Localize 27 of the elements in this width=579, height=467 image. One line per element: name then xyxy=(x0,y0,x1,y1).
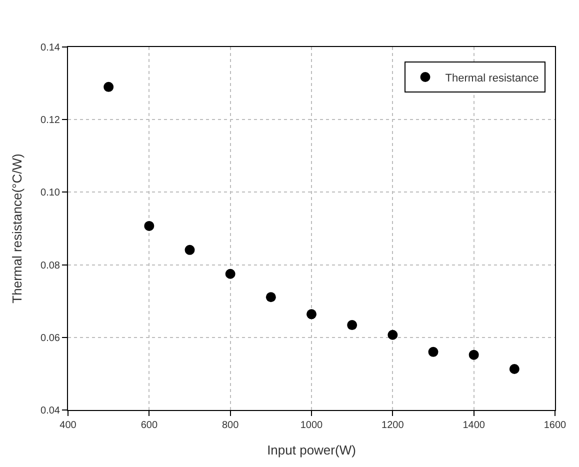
y-tick-label: 0.10 xyxy=(40,188,60,199)
point xyxy=(144,220,154,231)
point xyxy=(347,320,358,330)
point xyxy=(468,350,479,360)
point xyxy=(509,364,520,374)
y-axis-title: Thermal resistance(°C/W) xyxy=(9,154,24,304)
x-tick-label: 400 xyxy=(60,420,77,431)
y-tick-label: 0.08 xyxy=(40,260,60,272)
point xyxy=(184,244,195,255)
point xyxy=(388,330,398,340)
point xyxy=(225,268,236,279)
x-axis-title: Input power(W) xyxy=(267,442,356,458)
point xyxy=(306,309,316,320)
x-tick-label: 1400 xyxy=(462,420,486,431)
y-tick-label: 0.12 xyxy=(40,115,60,126)
x-tick-label: 600 xyxy=(140,420,158,431)
y-tick-label: 0.06 xyxy=(40,332,60,344)
point xyxy=(428,346,438,357)
x-tick-label: 800 xyxy=(222,420,240,431)
y-tick-label: 0.04 xyxy=(40,406,60,416)
x-tick-label: 1000 xyxy=(300,420,324,431)
y-tick-label: 0.14 xyxy=(40,42,60,54)
x-tick-label: 1200 xyxy=(382,420,404,431)
legend-label: Thermal resistance xyxy=(445,72,539,84)
point xyxy=(266,292,276,302)
x-tick-label: 1600 xyxy=(544,420,567,431)
point xyxy=(104,82,114,92)
